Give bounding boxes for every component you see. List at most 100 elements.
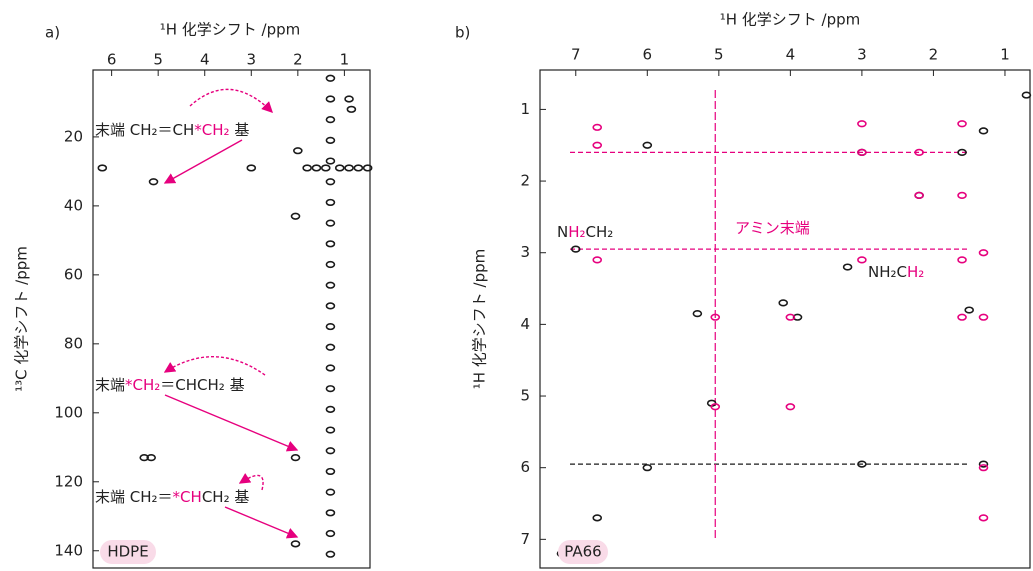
y-tick-label: 6: [520, 458, 530, 476]
y-tick-label: 140: [54, 541, 83, 559]
peak: [957, 191, 967, 199]
peak: [792, 313, 803, 321]
peak: [246, 164, 257, 172]
peak: [325, 74, 336, 82]
annotation-part: 末端 CH₂＝CH: [95, 121, 194, 139]
y-axis-label: ¹³C 化学シフト /ppm: [13, 246, 31, 392]
peak: [302, 164, 312, 172]
x-tick-label: 4: [200, 51, 210, 69]
annotation-part: H₂: [568, 223, 585, 241]
peak: [957, 313, 967, 321]
annotation-part: *CH₂: [194, 121, 229, 139]
peak: [914, 191, 924, 199]
annotation-part: H₂: [907, 263, 924, 281]
y-tick-label: 3: [520, 243, 530, 261]
plot-frame: [539, 69, 1031, 569]
peak: [778, 299, 789, 307]
annotation-part: CH₂: [586, 223, 614, 241]
peak: [293, 147, 303, 155]
peak: [325, 198, 336, 207]
annotation-part: アミン末端: [735, 219, 810, 237]
peak: [978, 460, 989, 468]
peak: [146, 454, 156, 462]
peak: [592, 141, 603, 149]
peak: [290, 212, 301, 220]
x-tick-label: 1: [340, 51, 350, 69]
peak: [592, 256, 603, 264]
peak: [692, 310, 703, 318]
peak: [570, 245, 581, 253]
peak: [325, 178, 336, 186]
arrows: [163, 88, 299, 539]
peak: [325, 157, 336, 165]
y-axis-label: ¹H 化学シフト /ppm: [471, 249, 489, 390]
x-tick-label: 2: [293, 51, 303, 69]
x-tick-label: 1: [1000, 46, 1010, 64]
annotation-part: 末端 CH₂＝: [95, 488, 173, 506]
peak: [978, 127, 989, 135]
peak: [978, 313, 989, 321]
x-tick-label: 6: [643, 46, 653, 64]
peak: [325, 467, 336, 476]
x-tick-label: 4: [786, 46, 796, 64]
peak: [334, 164, 345, 172]
x-tick-label: 2: [929, 46, 939, 64]
peak: [325, 550, 336, 558]
peak: [857, 120, 867, 128]
annotation-part: NH₂C: [868, 263, 907, 281]
peak: [842, 263, 853, 271]
annotation-part: CH₂ 基: [202, 488, 250, 506]
x-tick-label: 5: [153, 51, 163, 69]
peak: [325, 302, 336, 310]
peak: [1021, 91, 1032, 99]
peak: [97, 164, 108, 172]
peak: [353, 164, 364, 172]
peak: [325, 405, 336, 413]
y-tick-label: 40: [64, 196, 83, 214]
annotation: 末端 CH₂＝CH*CH₂ 基: [95, 121, 249, 139]
peak: [964, 306, 974, 314]
peak: [592, 514, 603, 522]
y-tick-label: 1: [520, 100, 530, 118]
peak: [710, 313, 721, 321]
peak: [325, 322, 336, 331]
annotation-part: N: [557, 223, 568, 241]
peak: [344, 164, 354, 172]
peak: [325, 219, 336, 227]
annotation-part: *CH: [173, 488, 202, 506]
peak: [346, 105, 357, 113]
peak: [710, 403, 721, 411]
sample-pill: [558, 540, 608, 564]
peak: [290, 454, 301, 462]
y-tick-label: 60: [64, 265, 83, 283]
annotation-part: ＝CHCH₂ 基: [160, 376, 244, 394]
y-tick-label: 80: [64, 334, 83, 352]
peak: [957, 256, 967, 264]
x-tick-label: 6: [107, 51, 117, 69]
x-tick-label: 5: [714, 46, 724, 64]
x-tick-label: 7: [571, 46, 581, 64]
peak: [785, 403, 796, 411]
peak: [325, 529, 336, 538]
peak: [325, 260, 336, 269]
y-tick-label: 2: [520, 172, 530, 190]
peak: [642, 464, 653, 472]
sample-label: HDPE: [107, 543, 148, 561]
peak: [325, 116, 336, 124]
x-axis-label: ¹H 化学シフト /ppm: [720, 11, 861, 29]
peak: [290, 540, 301, 548]
peak: [148, 178, 159, 186]
peak: [857, 256, 867, 264]
peak: [325, 136, 336, 144]
peak: [320, 164, 331, 172]
y-tick-label: 7: [520, 530, 530, 548]
peak: [325, 281, 336, 289]
sample-label: PA66: [564, 543, 601, 561]
peak: [139, 454, 150, 462]
peak: [325, 364, 336, 372]
annotation: 末端 CH₂＝*CHCH₂ 基: [95, 488, 249, 506]
peak: [362, 164, 373, 172]
peak: [325, 509, 336, 517]
peak: [325, 343, 336, 351]
